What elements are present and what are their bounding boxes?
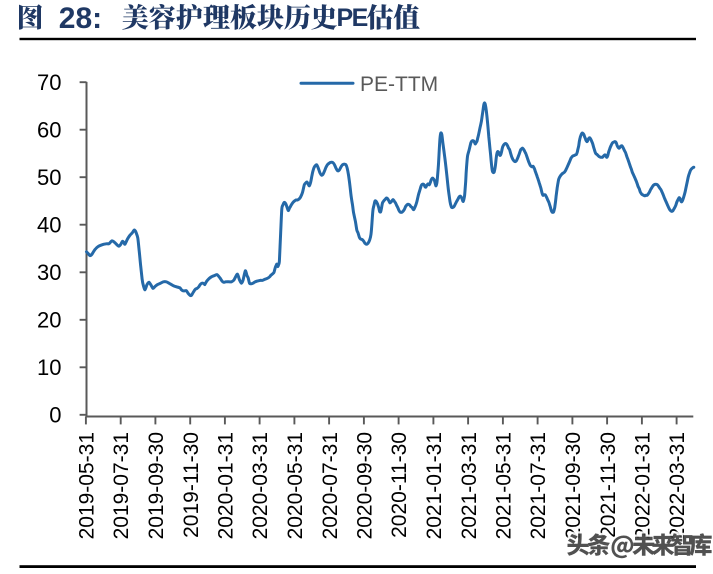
svg-text:40: 40 xyxy=(37,213,61,238)
svg-text:30: 30 xyxy=(37,260,61,285)
svg-text:70: 70 xyxy=(37,70,61,95)
svg-text:20: 20 xyxy=(37,308,61,333)
svg-text:2020-03-31: 2020-03-31 xyxy=(249,432,272,539)
svg-text:2021-05-31: 2021-05-31 xyxy=(493,432,516,539)
svg-text:2021-11-30: 2021-11-30 xyxy=(597,432,620,538)
svg-text:2019-07-31: 2019-07-31 xyxy=(110,432,133,539)
svg-text:2021-03-31: 2021-03-31 xyxy=(458,432,481,539)
svg-text:PE-TTM: PE-TTM xyxy=(360,73,438,96)
svg-text:2021-01-31: 2021-01-31 xyxy=(423,432,446,539)
svg-text:28:: 28: xyxy=(59,2,102,35)
svg-text:2019-11-30: 2019-11-30 xyxy=(180,432,203,538)
svg-text:PE: PE xyxy=(337,4,368,32)
svg-text:60: 60 xyxy=(37,118,61,143)
svg-text:2022-03-31: 2022-03-31 xyxy=(666,432,689,539)
svg-text:2020-07-31: 2020-07-31 xyxy=(319,432,342,539)
svg-text:10: 10 xyxy=(37,355,61,380)
svg-text:2020-09-30: 2020-09-30 xyxy=(354,432,377,539)
svg-text:2021-09-30: 2021-09-30 xyxy=(562,432,585,539)
svg-text:2020-01-31: 2020-01-31 xyxy=(215,432,238,539)
svg-text:50: 50 xyxy=(37,165,61,190)
svg-text:2021-07-31: 2021-07-31 xyxy=(527,432,550,539)
svg-text:2022-01-31: 2022-01-31 xyxy=(632,432,655,539)
svg-text:2020-11-30: 2020-11-30 xyxy=(388,432,411,538)
svg-text:2019-09-30: 2019-09-30 xyxy=(145,432,168,539)
svg-text:2019-05-31: 2019-05-31 xyxy=(76,432,99,539)
svg-text:0: 0 xyxy=(49,403,61,428)
svg-text:2020-05-31: 2020-05-31 xyxy=(284,432,307,539)
